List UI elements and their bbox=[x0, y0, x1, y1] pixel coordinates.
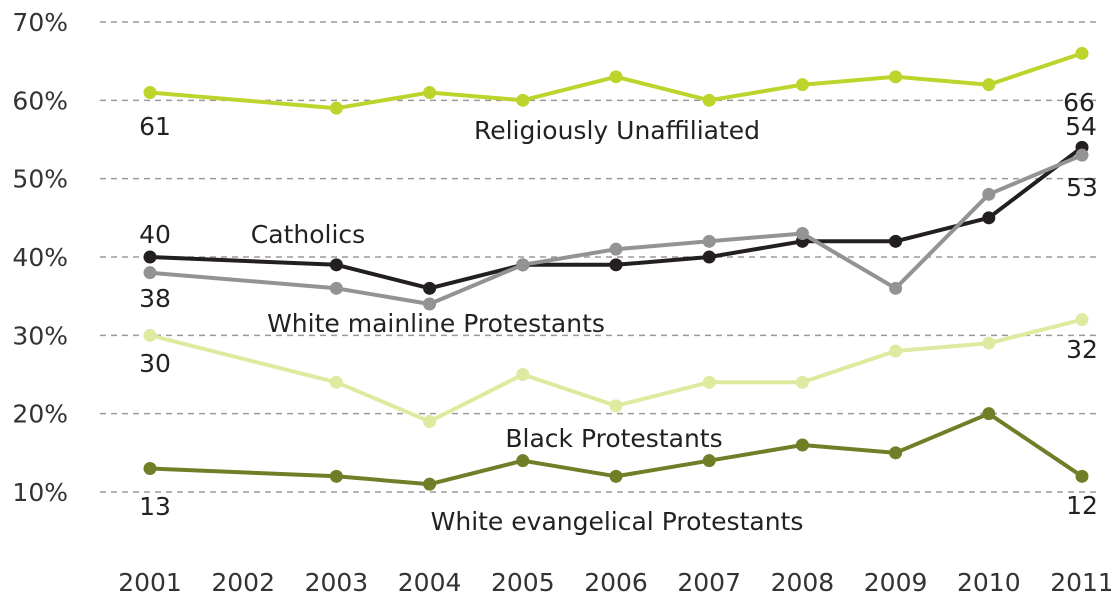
x-tick-label: 2001 bbox=[118, 568, 182, 597]
data-label-mainline-first: 38 bbox=[139, 284, 171, 313]
grid-lines bbox=[100, 21, 1100, 493]
series-line-catholics bbox=[148, 145, 1084, 291]
data-point-religiously-unaffiliated bbox=[795, 78, 809, 92]
data-point-white-mainline-protestants bbox=[516, 258, 530, 272]
data-point-religiously-unaffiliated bbox=[329, 101, 343, 115]
x-tick-label: 2006 bbox=[584, 568, 648, 597]
data-point-black-protestants bbox=[982, 336, 996, 350]
data-point-catholics bbox=[889, 234, 903, 248]
data-label-unaffiliated-last: 66 bbox=[1063, 88, 1095, 117]
data-point-black-protestants bbox=[609, 399, 623, 413]
data-point-white-evangelical-protestants bbox=[702, 454, 716, 468]
y-tick-label: 10% bbox=[12, 478, 68, 507]
series-layer bbox=[143, 46, 1089, 491]
data-point-black-protestants bbox=[516, 368, 530, 381]
series-name-white-evangelical-protestants: White evangelical Protestants bbox=[431, 507, 804, 536]
series-name-white-mainline-protestants: White mainline Protestants bbox=[267, 309, 605, 338]
data-point-catholics bbox=[609, 258, 623, 272]
data-point-white-evangelical-protestants bbox=[609, 469, 623, 483]
data-point-white-mainline-protestants bbox=[982, 187, 996, 201]
series-line-religiously-unaffiliated bbox=[148, 51, 1084, 111]
data-point-white-evangelical-protestants bbox=[143, 462, 157, 475]
data-label-catholics-last: 54 bbox=[1065, 112, 1097, 141]
data-point-religiously-unaffiliated bbox=[889, 70, 903, 84]
data-point-white-evangelical-protestants bbox=[423, 477, 437, 491]
data-label-unaffiliated-first: 61 bbox=[139, 112, 171, 141]
data-point-white-mainline-protestants bbox=[423, 297, 437, 311]
data-point-white-mainline-protestants bbox=[329, 281, 343, 295]
y-tick-label: 60% bbox=[12, 86, 68, 115]
y-tick-label: 30% bbox=[12, 321, 68, 350]
series-white-mainline-protestants bbox=[143, 148, 1089, 311]
data-label-black-last: 32 bbox=[1066, 335, 1098, 364]
data-point-catholics bbox=[423, 281, 437, 295]
series-catholics bbox=[143, 140, 1089, 295]
x-axis-ticks: 2001 2002 2003 2004 2005 2006 2007 2008 2009 2010… bbox=[118, 568, 1111, 597]
series-line-white-evangelical-protestants bbox=[148, 411, 1084, 487]
series-white-evangelical-protestants bbox=[143, 407, 1089, 491]
data-point-black-protestants bbox=[423, 415, 437, 428]
series-line-black-protestants bbox=[148, 317, 1084, 424]
data-point-white-mainline-protestants bbox=[889, 281, 903, 295]
y-axis-ticks: 70% 60% 50% 40% 30% 20% 10% bbox=[12, 8, 68, 507]
data-point-white-evangelical-protestants bbox=[982, 407, 996, 421]
data-point-religiously-unaffiliated bbox=[423, 86, 437, 99]
data-point-white-mainline-protestants bbox=[609, 242, 623, 256]
data-point-white-mainline-protestants bbox=[795, 227, 809, 240]
data-label-catholics-first: 40 bbox=[139, 220, 171, 249]
data-point-white-mainline-protestants bbox=[702, 234, 716, 248]
data-label-evangelical-first: 13 bbox=[139, 492, 171, 521]
x-tick-label: 2010 bbox=[957, 568, 1021, 597]
data-point-white-mainline-protestants bbox=[143, 266, 157, 280]
data-point-religiously-unaffiliated bbox=[143, 86, 157, 99]
data-point-black-protestants bbox=[1075, 313, 1089, 327]
series-name-catholics: Catholics bbox=[251, 220, 365, 249]
data-point-white-evangelical-protestants bbox=[329, 469, 343, 483]
y-tick-label: 40% bbox=[12, 243, 68, 272]
data-point-black-protestants bbox=[795, 375, 809, 389]
data-point-black-protestants bbox=[702, 375, 716, 389]
data-point-black-protestants bbox=[889, 344, 903, 358]
data-point-white-mainline-protestants bbox=[1075, 148, 1089, 162]
data-point-catholics bbox=[702, 250, 716, 264]
x-tick-label: 2007 bbox=[677, 568, 741, 597]
data-point-black-protestants bbox=[143, 328, 157, 342]
series-name-religiously-unaffiliated: Religiously Unaffiliated bbox=[474, 116, 760, 145]
data-point-religiously-unaffiliated bbox=[982, 78, 996, 92]
data-label-black-first: 30 bbox=[139, 349, 171, 378]
x-tick-label: 2004 bbox=[398, 568, 462, 597]
x-tick-label: 2005 bbox=[491, 568, 555, 597]
x-tick-label: 2009 bbox=[864, 568, 928, 597]
data-point-religiously-unaffiliated bbox=[609, 70, 623, 84]
data-label-evangelical-last: 12 bbox=[1066, 491, 1098, 520]
data-point-catholics bbox=[329, 258, 343, 272]
data-point-white-evangelical-protestants bbox=[1075, 469, 1089, 483]
data-point-religiously-unaffiliated bbox=[516, 93, 530, 107]
series-religiously-unaffiliated bbox=[143, 46, 1089, 115]
data-label-mainline-last: 53 bbox=[1066, 173, 1098, 202]
labels-layer: Religiously Unaffiliated Catholics White… bbox=[139, 88, 1098, 536]
series-name-black-protestants: Black Protestants bbox=[505, 424, 722, 453]
data-point-black-protestants bbox=[329, 375, 343, 389]
y-tick-label: 70% bbox=[12, 8, 68, 37]
data-point-religiously-unaffiliated bbox=[1075, 46, 1089, 60]
x-tick-label: 2003 bbox=[305, 568, 369, 597]
y-tick-label: 50% bbox=[12, 165, 68, 194]
x-tick-label: 2002 bbox=[211, 568, 275, 597]
data-point-white-evangelical-protestants bbox=[889, 446, 903, 460]
data-point-white-evangelical-protestants bbox=[795, 438, 809, 452]
data-point-religiously-unaffiliated bbox=[702, 93, 716, 107]
x-tick-label: 2008 bbox=[771, 568, 835, 597]
data-point-catholics bbox=[982, 211, 996, 225]
y-tick-label: 20% bbox=[12, 400, 68, 429]
series-black-protestants bbox=[143, 313, 1089, 428]
data-point-white-evangelical-protestants bbox=[516, 454, 530, 468]
x-tick-label: 2011 bbox=[1050, 568, 1111, 597]
data-point-catholics bbox=[143, 250, 157, 264]
series-line-white-mainline-protestants bbox=[148, 153, 1084, 306]
